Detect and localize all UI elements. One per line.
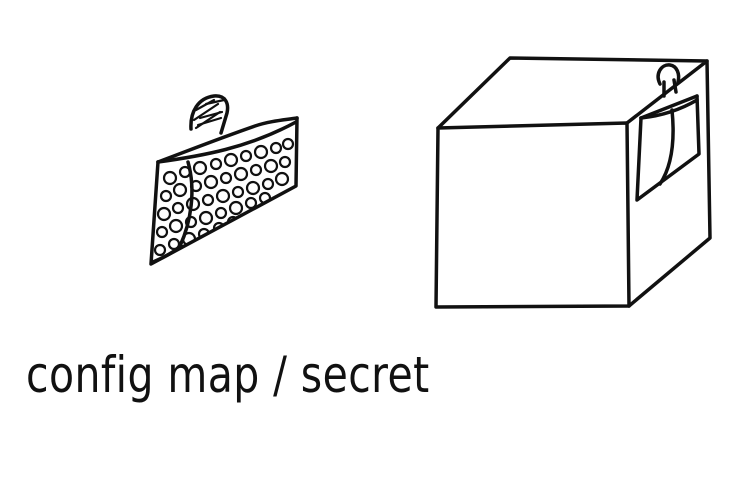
pouch-filling <box>153 137 295 257</box>
caption-label: config map / secret <box>26 346 430 404</box>
config-pouch-icon <box>149 94 299 266</box>
container-box-icon <box>434 56 712 309</box>
